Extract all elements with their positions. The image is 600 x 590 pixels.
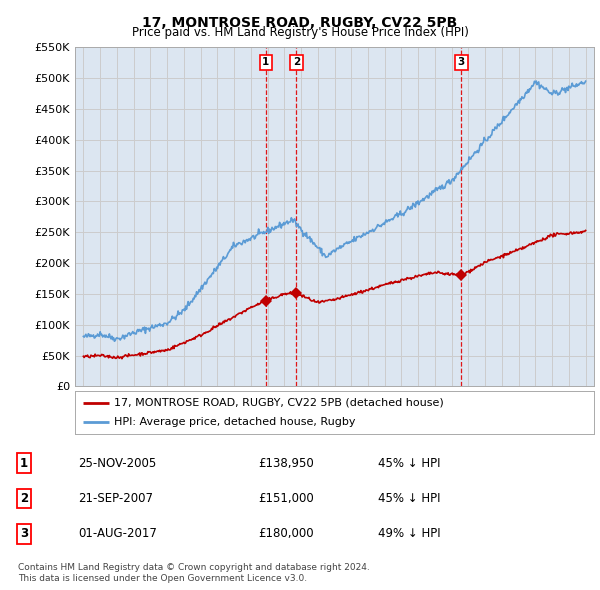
Text: HPI: Average price, detached house, Rugby: HPI: Average price, detached house, Rugb…: [114, 417, 355, 427]
Text: 45% ↓ HPI: 45% ↓ HPI: [378, 492, 440, 505]
Text: 17, MONTROSE ROAD, RUGBY, CV22 5PB (detached house): 17, MONTROSE ROAD, RUGBY, CV22 5PB (deta…: [114, 398, 443, 408]
Text: This data is licensed under the Open Government Licence v3.0.: This data is licensed under the Open Gov…: [18, 573, 307, 583]
Text: 49% ↓ HPI: 49% ↓ HPI: [378, 527, 440, 540]
Text: 1: 1: [262, 57, 269, 67]
Text: £180,000: £180,000: [258, 527, 314, 540]
Text: £138,950: £138,950: [258, 457, 314, 470]
Text: Contains HM Land Registry data © Crown copyright and database right 2024.: Contains HM Land Registry data © Crown c…: [18, 563, 370, 572]
Text: 45% ↓ HPI: 45% ↓ HPI: [378, 457, 440, 470]
Text: 2: 2: [293, 57, 300, 67]
Text: 2: 2: [20, 492, 28, 505]
Text: 3: 3: [458, 57, 465, 67]
Text: 21-SEP-2007: 21-SEP-2007: [78, 492, 153, 505]
Text: Price paid vs. HM Land Registry's House Price Index (HPI): Price paid vs. HM Land Registry's House …: [131, 26, 469, 39]
Text: 3: 3: [20, 527, 28, 540]
Text: 01-AUG-2017: 01-AUG-2017: [78, 527, 157, 540]
Text: 1: 1: [20, 457, 28, 470]
Text: 17, MONTROSE ROAD, RUGBY, CV22 5PB: 17, MONTROSE ROAD, RUGBY, CV22 5PB: [142, 16, 458, 30]
Text: £151,000: £151,000: [258, 492, 314, 505]
Text: 25-NOV-2005: 25-NOV-2005: [78, 457, 156, 470]
